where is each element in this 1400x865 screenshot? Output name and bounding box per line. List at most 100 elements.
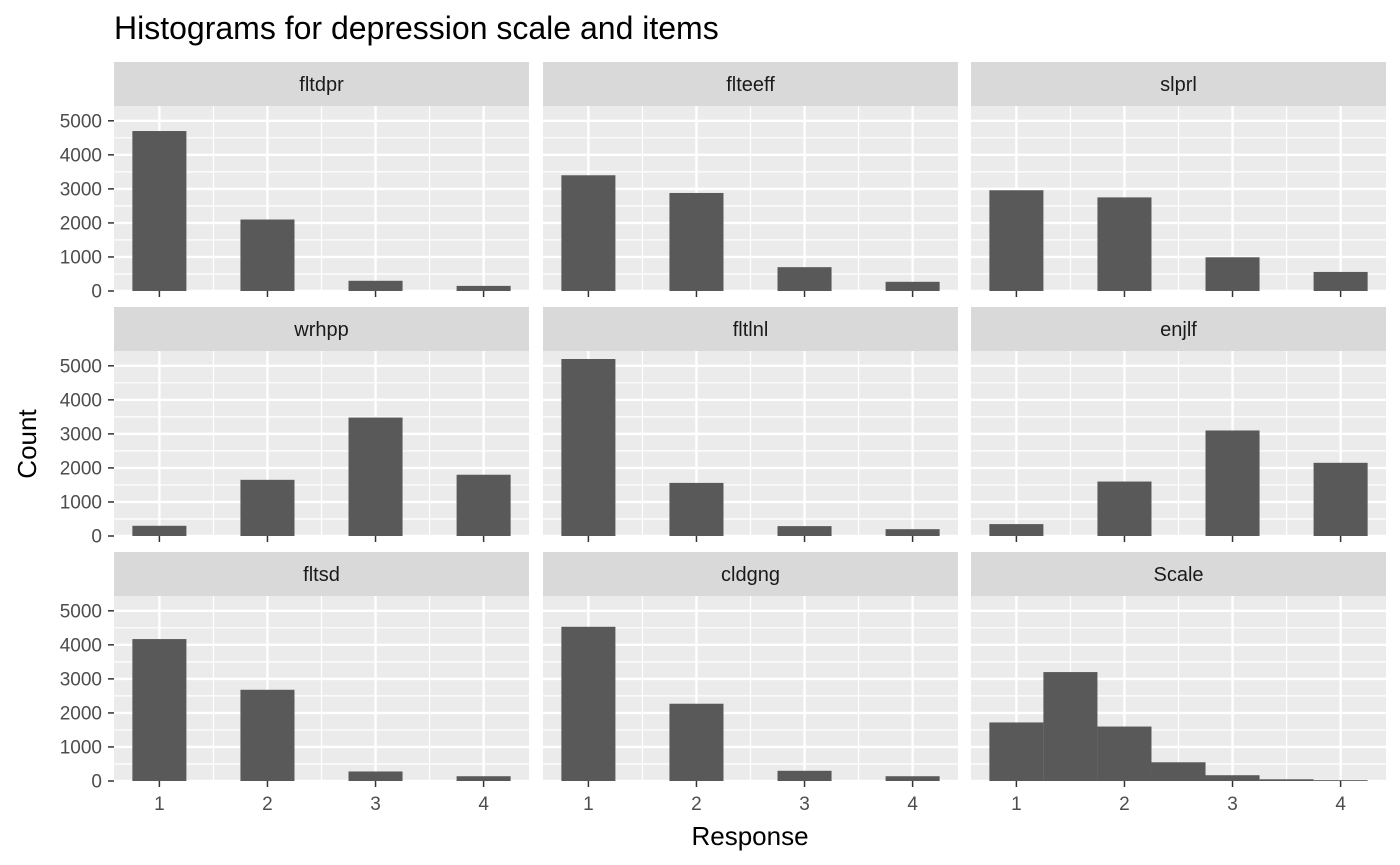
- facet-panel-enjlf: enjlf: [971, 307, 1386, 542]
- bar-enjlf-1: [989, 524, 1044, 536]
- y-tick-label: 3000: [60, 424, 102, 445]
- y-tick-label: 4000: [60, 145, 102, 166]
- y-tick-label: 1000: [60, 737, 102, 758]
- facet-panel-wrhpp: wrhpp 0 1000 2000 3000 4000 5000: [60, 307, 529, 548]
- bar-fltlnl-2: [669, 482, 724, 536]
- y-tick-label: 1000: [60, 247, 102, 268]
- x-tick-label: 4: [907, 794, 918, 815]
- facet-panel-fltsd: fltsd 0 1000 2000 3000 4000 5000 1 2 3 4: [60, 552, 529, 815]
- x-tick-label: 3: [370, 794, 381, 815]
- facet-strip: [971, 307, 1386, 351]
- facet-strip: [114, 552, 529, 596]
- facet-panel-slprl: slprl: [971, 62, 1386, 297]
- bar-slprl-4: [1313, 271, 1368, 291]
- facet-panel-fltlnl: fltlnl: [543, 307, 958, 542]
- facet-strip: [543, 552, 958, 596]
- x-tick-label: 3: [799, 794, 810, 815]
- bar-fltlnl-1: [561, 359, 616, 536]
- bar-wrhpp-3: [348, 417, 403, 536]
- facet-strip: [543, 307, 958, 351]
- y-axis-label: Count: [12, 409, 42, 479]
- bar-scale-2: [1097, 726, 1152, 781]
- bar-fltsd-4: [456, 776, 511, 781]
- y-tick-label: 0: [91, 282, 102, 303]
- bar-wrhpp-2: [240, 479, 295, 536]
- y-tick-label: 0: [91, 772, 102, 793]
- facet-strip: [114, 62, 529, 106]
- bar-wrhpp-4: [456, 474, 511, 536]
- facet-strip-label: wrhpp: [293, 319, 348, 341]
- bar-cldgng-2: [669, 703, 724, 781]
- y-tick-label: 5000: [60, 601, 102, 622]
- bar-flteeff-4: [885, 281, 940, 291]
- bar-fltsd-3: [348, 771, 403, 781]
- facet-strip-label: enjlf: [1160, 319, 1197, 341]
- y-tick-label: 5000: [60, 356, 102, 377]
- bar-scale-2.5: [1151, 762, 1206, 781]
- bar-fltdpr-2: [240, 219, 295, 291]
- bar-cldgng-3: [777, 770, 832, 781]
- bar-slprl-1: [989, 190, 1044, 291]
- facet-strip: [971, 552, 1386, 596]
- x-tick-label: 4: [1335, 794, 1346, 815]
- x-tick-label: 4: [478, 794, 489, 815]
- facet-strip-label: fltlnl: [733, 319, 769, 341]
- bar-scale-3: [1205, 775, 1260, 781]
- x-tick-label: 2: [691, 794, 702, 815]
- facet-strip-label: fltdpr: [299, 74, 344, 96]
- bar-scale-1: [989, 722, 1044, 781]
- facet-panel-flteeff: flteeff: [543, 62, 958, 297]
- bar-flteeff-1: [561, 175, 616, 291]
- bar-cldgng-4: [885, 776, 940, 781]
- x-tick-label: 1: [583, 794, 594, 815]
- facet-strip-label: flteeff: [726, 74, 775, 96]
- bar-scale-4: [1313, 780, 1368, 781]
- x-axis-label: Response: [691, 821, 808, 851]
- bar-flteeff-3: [777, 267, 832, 291]
- bar-fltlnl-4: [885, 529, 940, 536]
- y-tick-label: 4000: [60, 635, 102, 656]
- x-tick-label: 2: [1119, 794, 1130, 815]
- x-tick-label: 2: [262, 794, 273, 815]
- y-tick-label: 5000: [60, 111, 102, 132]
- y-tick-label: 2000: [60, 703, 102, 724]
- bar-wrhpp-1: [132, 525, 187, 536]
- facet-strip: [543, 62, 958, 106]
- bar-enjlf-2: [1097, 481, 1152, 536]
- facet-strip-label: slprl: [1160, 74, 1197, 96]
- y-tick-label: 0: [91, 527, 102, 548]
- bar-slprl-3: [1205, 257, 1260, 291]
- chart-title: Histograms for depression scale and item…: [114, 10, 719, 46]
- bar-fltsd-2: [240, 689, 295, 781]
- bar-scale-3.5: [1259, 779, 1314, 781]
- bar-enjlf-3: [1205, 430, 1260, 536]
- facet-strip-label: Scale: [1153, 564, 1203, 586]
- facet-panel-cldgng: cldgng 1 2 3 4: [543, 552, 958, 815]
- y-tick-label: 3000: [60, 669, 102, 690]
- facet-panel-scale: Scale 1 2 3 4: [971, 552, 1386, 815]
- facet-panel-fltdpr: fltdpr 0 1000 2000 3000 4000 5000: [60, 62, 529, 303]
- bar-fltdpr-3: [348, 280, 403, 291]
- y-tick-label: 2000: [60, 458, 102, 479]
- bar-fltdpr-4: [456, 285, 511, 291]
- bar-cldgng-1: [561, 626, 616, 781]
- bar-fltdpr-1: [132, 131, 187, 291]
- facet-strip-label: cldgng: [721, 564, 780, 586]
- bar-flteeff-2: [669, 192, 724, 291]
- facet-strip: [114, 307, 529, 351]
- bar-enjlf-4: [1313, 462, 1368, 536]
- bar-slprl-2: [1097, 197, 1152, 291]
- y-tick-label: 3000: [60, 179, 102, 200]
- facet-strip-label: fltsd: [303, 564, 340, 586]
- bar-fltsd-1: [132, 639, 187, 781]
- bar-scale-1.5: [1043, 672, 1098, 781]
- x-tick-label: 1: [1011, 794, 1022, 815]
- x-tick-label: 1: [154, 794, 165, 815]
- facet-panels: fltdpr 0 1000 2000 3000 4000 5000 flteeff slprl w…: [60, 62, 1386, 815]
- y-tick-label: 2000: [60, 213, 102, 234]
- bar-fltlnl-3: [777, 526, 832, 536]
- y-tick-label: 1000: [60, 492, 102, 513]
- y-tick-label: 4000: [60, 390, 102, 411]
- facet-strip: [971, 62, 1386, 106]
